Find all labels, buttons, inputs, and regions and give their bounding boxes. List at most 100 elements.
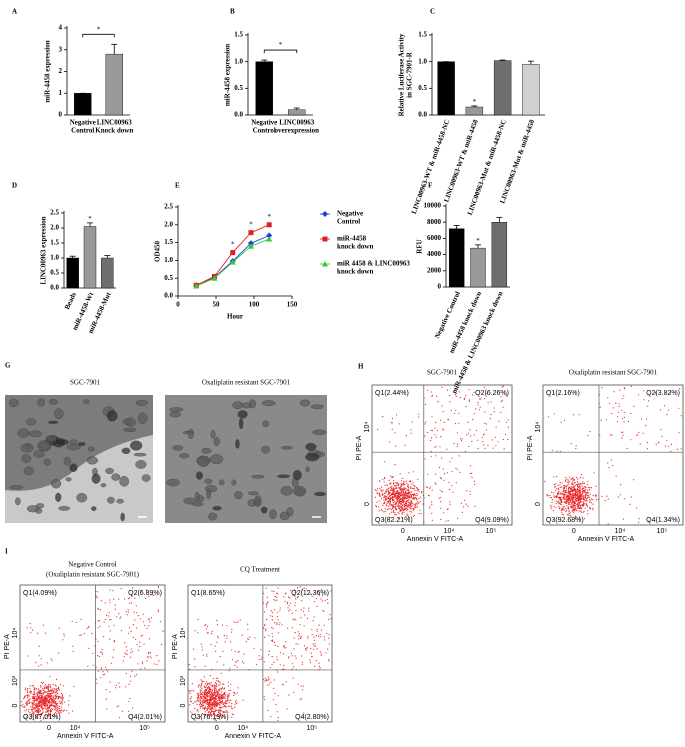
cell-dot [459,391,460,392]
cell-dot [575,499,576,500]
cell-dot [573,497,574,498]
cell-dot [569,481,570,482]
cell-dot [451,410,452,411]
cell-dot [203,700,204,701]
cell-dot [407,501,408,502]
cell-dot [259,655,260,656]
cell-dot [405,497,406,498]
cell-dot [568,501,569,502]
y-tick-label: 0 [438,283,442,291]
cell-dot [212,696,213,697]
cell-dot [382,479,383,480]
cell-dot [388,506,389,507]
cell-dot [209,695,210,696]
cell-dot [202,702,203,703]
y-tick-label: 0 [180,704,187,708]
cell-dot [396,483,397,484]
cell-dot [392,500,393,501]
cell-dot [295,632,296,633]
cell-dot [247,629,248,630]
cell-dot [49,702,50,703]
cell-dot [40,693,41,694]
y-axis-label: PI PE-A [356,435,363,460]
cell-dot [202,649,203,650]
cell-dot [73,651,74,652]
cell-dot [231,649,232,650]
cell-dot [111,663,112,664]
cell-dot [207,696,208,697]
cell-dot [195,701,196,702]
cell-dot [226,707,227,708]
cell-dot [201,646,202,647]
cell-dot [427,487,428,488]
cell-dot [390,475,391,476]
cell-dot [395,494,396,495]
cell-dot [390,502,391,503]
cell-dot [550,497,551,498]
cell-dot [590,500,591,501]
cell-dot [204,702,205,703]
cell-dot [210,684,211,685]
cell-dot [109,619,110,620]
cell-dot [392,422,393,423]
cell-dot [218,637,219,638]
texture [239,418,243,429]
cell-dot [140,618,141,619]
cell-dot [204,686,205,687]
cell-dot [198,619,199,620]
cell-dot [215,651,216,652]
cell-dot [31,702,32,703]
cell-dot [447,509,448,510]
cell-dot [190,691,191,692]
cell-dot [47,691,48,692]
cell-dot [415,495,416,496]
cell-dot [57,705,58,706]
texture [213,506,222,510]
cell-dot [379,480,380,481]
cell-dot [214,711,215,712]
cell-dot [395,497,396,498]
cell-dot [403,481,404,482]
cell-dot [295,598,296,599]
cell-dot [274,622,275,623]
cell-dot [569,493,570,494]
cell-dot [424,435,425,436]
cell-dot [48,686,49,687]
panel-label: C [430,8,435,16]
cell-dot [558,489,559,490]
cell-dot [222,711,223,712]
cell-dot [636,435,637,436]
texture [305,453,319,461]
cell-dot [455,423,456,424]
cell-dot [34,693,35,694]
cell-dot [41,658,42,659]
cell-dot [630,439,631,440]
cell-dot [399,487,400,488]
cell-dot [548,416,549,417]
cell-dot [33,702,34,703]
cell-dot [329,634,330,635]
cell-dot [282,669,283,670]
cell-dot [410,429,411,430]
cell-dot [377,488,378,489]
cell-dot [226,625,227,626]
y-axis-label: RFU [416,239,424,253]
cell-dot [269,683,270,684]
cell-dot [456,396,457,397]
cell-dot [46,701,47,702]
cell-dot [583,483,584,484]
cell-dot [393,490,394,491]
cell-dot [211,704,212,705]
cell-dot [217,700,218,701]
cell-dot [629,504,630,505]
cell-dot [439,498,440,499]
cell-dot [417,506,418,507]
cell-dot [42,688,43,689]
cell-dot [399,499,400,500]
cell-dot [411,491,412,492]
cell-dot [47,698,48,699]
cell-dot [611,435,612,436]
cell-dot [134,676,135,677]
cell-dot [386,505,387,506]
cell-dot [666,440,667,441]
